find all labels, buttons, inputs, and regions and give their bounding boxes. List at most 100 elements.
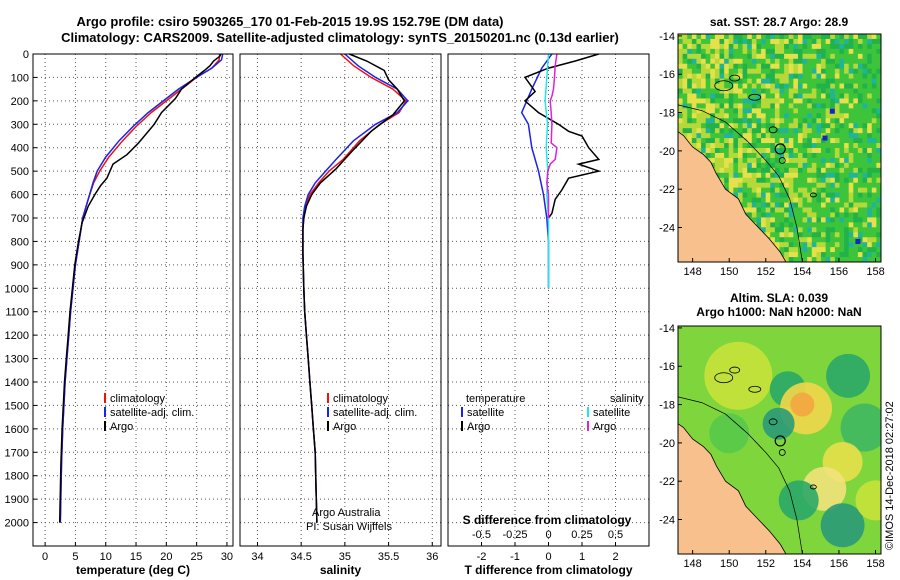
sst-cell [765, 162, 771, 169]
sst-cell [797, 98, 804, 104]
sst-cell [816, 172, 822, 179]
legend-label: satellite [593, 407, 630, 419]
sst-cell [862, 187, 868, 194]
sst-cell [774, 177, 781, 184]
sst-cell [834, 167, 841, 174]
sst-cell [862, 182, 868, 189]
sst-cell [839, 148, 845, 154]
sst-cell [807, 108, 813, 114]
sst-cell [862, 207, 868, 214]
sst-cell [839, 202, 845, 209]
sst-cell [839, 78, 845, 85]
sst-cell [765, 88, 771, 95]
sst-cell [742, 88, 748, 95]
sst-cell [853, 38, 859, 45]
sst-cell [765, 197, 771, 204]
sst-cell [779, 217, 785, 223]
sst-cell [853, 83, 859, 90]
sst-cell [788, 113, 794, 119]
sst-cell [839, 227, 845, 233]
sst-cell [710, 128, 716, 134]
sst-cell [687, 58, 693, 65]
sst-cell [834, 182, 841, 189]
sst-cell [756, 58, 762, 65]
sst-cell [714, 88, 721, 95]
sst-cell [747, 83, 753, 90]
sst-cell [737, 103, 744, 109]
sst-cell [719, 148, 725, 154]
sst-cell [733, 157, 739, 164]
sst-cell [844, 133, 850, 139]
sst-cell [761, 167, 767, 174]
sst-cell [871, 93, 877, 100]
sst-cell [705, 148, 711, 154]
sst-cell [742, 53, 748, 60]
sst-cell [853, 157, 859, 164]
sst-cell [761, 73, 767, 80]
sst-cell [784, 73, 790, 80]
sst-cell [747, 98, 753, 104]
sst-cell [793, 48, 799, 55]
sst-cell [719, 157, 725, 164]
sst-cell [784, 34, 790, 40]
sst-cell [857, 143, 864, 149]
legend-label: climatology [333, 393, 389, 405]
sst-cell [696, 103, 702, 109]
sst-cell [788, 242, 794, 248]
sst-cell [788, 118, 794, 124]
sst-cell [830, 113, 836, 119]
sst-cell [807, 138, 813, 144]
sst-cell [807, 53, 813, 60]
sst-cell [701, 83, 707, 90]
sst-cell [811, 63, 818, 70]
sst-cell [751, 53, 758, 60]
sst-cell [737, 108, 744, 114]
sst-cell [857, 98, 864, 104]
reef-outline [729, 366, 741, 374]
sst-cell [756, 108, 762, 114]
sst-cell [871, 143, 877, 149]
x-tick-label: 0 [545, 551, 551, 563]
sst-cell [816, 212, 822, 218]
sst-cell [705, 128, 711, 134]
sst-cell [834, 177, 841, 184]
sst-cell [797, 58, 804, 65]
sst-cell [687, 133, 693, 139]
sst-cell [834, 227, 841, 233]
sst-cell [784, 202, 790, 209]
sst-cell [811, 93, 818, 100]
sst-cell [830, 227, 836, 233]
sst-cell [784, 152, 790, 159]
legend-label: satellite-adj. clim. [110, 407, 194, 419]
sst-cell [876, 98, 881, 104]
argo-profile-marker [774, 143, 786, 155]
sst-cell [857, 83, 864, 90]
sst-cell [770, 222, 776, 228]
sst-cell [844, 222, 850, 228]
sst-cell [793, 202, 799, 209]
sst-cell [825, 143, 831, 149]
sst-cell [871, 133, 877, 139]
sst-cell [747, 118, 753, 124]
sst-cell [802, 83, 808, 90]
sst-cell [876, 103, 881, 109]
sst-cell [871, 148, 877, 154]
sst-cell [751, 202, 758, 209]
sst-cell [737, 187, 744, 194]
sst-cell [867, 58, 873, 65]
sst-cell [862, 148, 868, 154]
sst-cell [862, 152, 868, 159]
sst-cell [728, 152, 734, 159]
sst-cell [756, 167, 762, 174]
sst-cell [728, 182, 734, 189]
sst-cell [834, 34, 841, 40]
sst-cell [862, 103, 868, 109]
sst-cell [853, 252, 859, 258]
sst-cell [807, 118, 813, 124]
y-tick-label: -18 [659, 108, 675, 120]
sst-cell [857, 207, 864, 214]
sst-cell [724, 34, 730, 40]
sst-cell [724, 152, 730, 159]
sst-cell [857, 63, 864, 70]
